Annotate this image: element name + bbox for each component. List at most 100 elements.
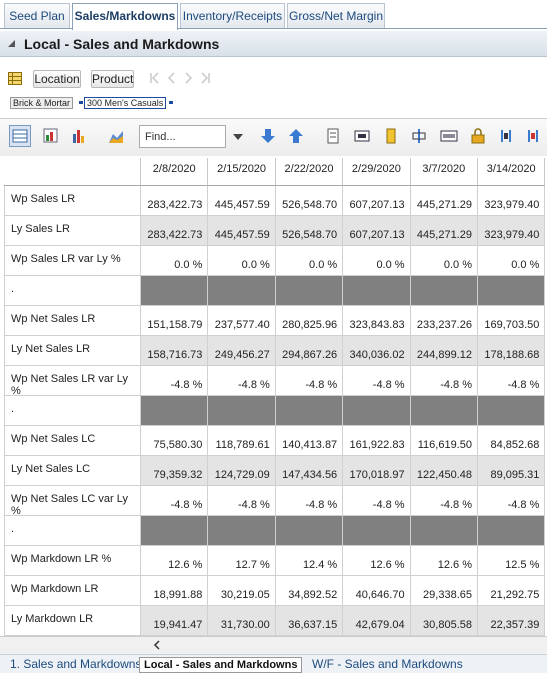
tool-icon[interactable] bbox=[411, 128, 427, 144]
tab[interactable]: Seed Plan bbox=[4, 3, 70, 28]
scroll-left[interactable] bbox=[152, 640, 162, 650]
cell: 0.0 % bbox=[343, 246, 411, 276]
breadcrumb-item[interactable]: 300 Men's Casuals bbox=[84, 97, 167, 109]
cell: 233,237.26 bbox=[410, 306, 478, 336]
row-label: Wp Net Sales LC bbox=[4, 426, 141, 456]
cell: 237,577.40 bbox=[208, 306, 276, 336]
pivot-icon[interactable] bbox=[8, 72, 22, 85]
crumb-sep bbox=[169, 101, 173, 104]
separator-cell bbox=[343, 396, 411, 426]
collapse-icon[interactable] bbox=[7, 39, 17, 49]
tab-rule bbox=[0, 28, 547, 29]
cell: 75,580.30 bbox=[141, 426, 209, 456]
bottom-tab-active[interactable]: Local - Sales and Markdowns bbox=[139, 657, 303, 673]
area-icon[interactable] bbox=[108, 128, 124, 144]
tab[interactable]: Inventory/Receipts bbox=[180, 3, 285, 28]
find-dropdown[interactable] bbox=[233, 134, 243, 140]
cell: 526,548.70 bbox=[275, 216, 344, 246]
tool-icon[interactable] bbox=[440, 128, 458, 144]
separator-cell bbox=[343, 276, 411, 306]
separator-cell bbox=[410, 276, 478, 306]
separator-cell bbox=[141, 276, 209, 306]
cell: 178,188.68 bbox=[478, 336, 546, 366]
crumb-sep bbox=[79, 101, 83, 104]
cell: 607,207.13 bbox=[343, 186, 411, 216]
separator-cell bbox=[208, 396, 276, 426]
cell: 124,729.09 bbox=[208, 456, 276, 486]
separator-cell bbox=[410, 396, 478, 426]
column-header: 3/14/2020 bbox=[478, 158, 546, 186]
tool-icon[interactable] bbox=[326, 128, 342, 144]
cell: 116,619.50 bbox=[410, 426, 478, 456]
bottom-tab[interactable]: 1. Sales and Markdowns bbox=[10, 657, 142, 671]
tool-icon[interactable] bbox=[498, 128, 514, 144]
column-header: 2/29/2020 bbox=[343, 158, 411, 186]
separator-cell bbox=[410, 516, 478, 546]
cell: 158,716.73 bbox=[141, 336, 209, 366]
row-label: Ly Net Sales LR bbox=[4, 336, 141, 366]
cell: 118,789.61 bbox=[208, 426, 276, 456]
cell: 445,271.29 bbox=[410, 216, 478, 246]
cell: 84,852.68 bbox=[478, 426, 546, 456]
row-label: Wp Sales LR var Ly % bbox=[4, 246, 141, 276]
separator-cell bbox=[275, 516, 344, 546]
column-header: 2/22/2020 bbox=[275, 158, 344, 186]
product-button[interactable]: Product bbox=[91, 70, 134, 88]
column-header: 2/15/2020 bbox=[208, 158, 276, 186]
bar-icon[interactable] bbox=[71, 128, 87, 144]
cell: -4.8 % bbox=[478, 366, 546, 396]
cell: -4.8 % bbox=[141, 366, 209, 396]
cell: 89,095.31 bbox=[478, 456, 546, 486]
row-label: Wp Net Sales LR var Ly % bbox=[4, 366, 141, 397]
row-label: . bbox=[4, 516, 141, 546]
cell: 283,422.73 bbox=[141, 186, 209, 216]
find-input[interactable]: Find... bbox=[139, 125, 226, 148]
separator-cell bbox=[141, 396, 209, 426]
cell: 323,979.40 bbox=[478, 186, 546, 216]
header-corner bbox=[4, 158, 141, 186]
tool-icon[interactable] bbox=[354, 128, 370, 144]
cell: 34,892.52 bbox=[275, 576, 344, 606]
cell: -4.8 % bbox=[410, 366, 478, 396]
cell: -4.8 % bbox=[275, 366, 344, 396]
cell: 0.0 % bbox=[275, 246, 344, 276]
tab-active[interactable]: Sales/Markdowns bbox=[72, 3, 178, 30]
cell: 79,359.32 bbox=[141, 456, 209, 486]
cell: 140,413.87 bbox=[275, 426, 344, 456]
breadcrumb-item[interactable]: Brick & Mortar bbox=[10, 97, 74, 109]
find-prev-icon[interactable] bbox=[288, 128, 304, 144]
separator-cell bbox=[478, 276, 546, 306]
row-label: Wp Net Sales LR bbox=[4, 306, 141, 336]
location-button[interactable]: Location bbox=[33, 70, 81, 88]
cell: 170,018.97 bbox=[343, 456, 411, 486]
bottom-tab[interactable]: W/F - Sales and Markdowns bbox=[312, 657, 463, 671]
scrollbar[interactable] bbox=[0, 636, 547, 654]
cell: 36,637.15 bbox=[275, 606, 344, 636]
cell: -4.8 % bbox=[343, 486, 411, 516]
separator-cell bbox=[478, 396, 546, 426]
cell: -4.8 % bbox=[410, 486, 478, 516]
table-view-icon[interactable] bbox=[9, 125, 31, 147]
row-label: . bbox=[4, 276, 141, 306]
chart-icon[interactable] bbox=[43, 128, 59, 144]
tool-icon[interactable] bbox=[383, 128, 399, 144]
row-label: Wp Sales LR bbox=[4, 186, 141, 216]
cell: 607,207.13 bbox=[343, 216, 411, 246]
cell: 29,338.65 bbox=[410, 576, 478, 606]
separator-cell bbox=[141, 516, 209, 546]
lock-icon[interactable] bbox=[470, 128, 486, 144]
tool-icon[interactable] bbox=[525, 128, 541, 144]
cell: 12.4 % bbox=[275, 546, 344, 576]
separator-cell bbox=[478, 516, 546, 546]
cell: 0.0 % bbox=[208, 246, 276, 276]
nav-arrows[interactable] bbox=[150, 72, 210, 84]
cell: 12.6 % bbox=[141, 546, 209, 576]
cell: 31,730.00 bbox=[208, 606, 276, 636]
tab[interactable]: Gross/Net Margin bbox=[287, 3, 385, 28]
cell: -4.8 % bbox=[208, 486, 276, 516]
cell: 526,548.70 bbox=[275, 186, 344, 216]
find-next-icon[interactable] bbox=[260, 128, 276, 144]
cell: 42,679.04 bbox=[343, 606, 411, 636]
row-label: . bbox=[4, 396, 141, 426]
